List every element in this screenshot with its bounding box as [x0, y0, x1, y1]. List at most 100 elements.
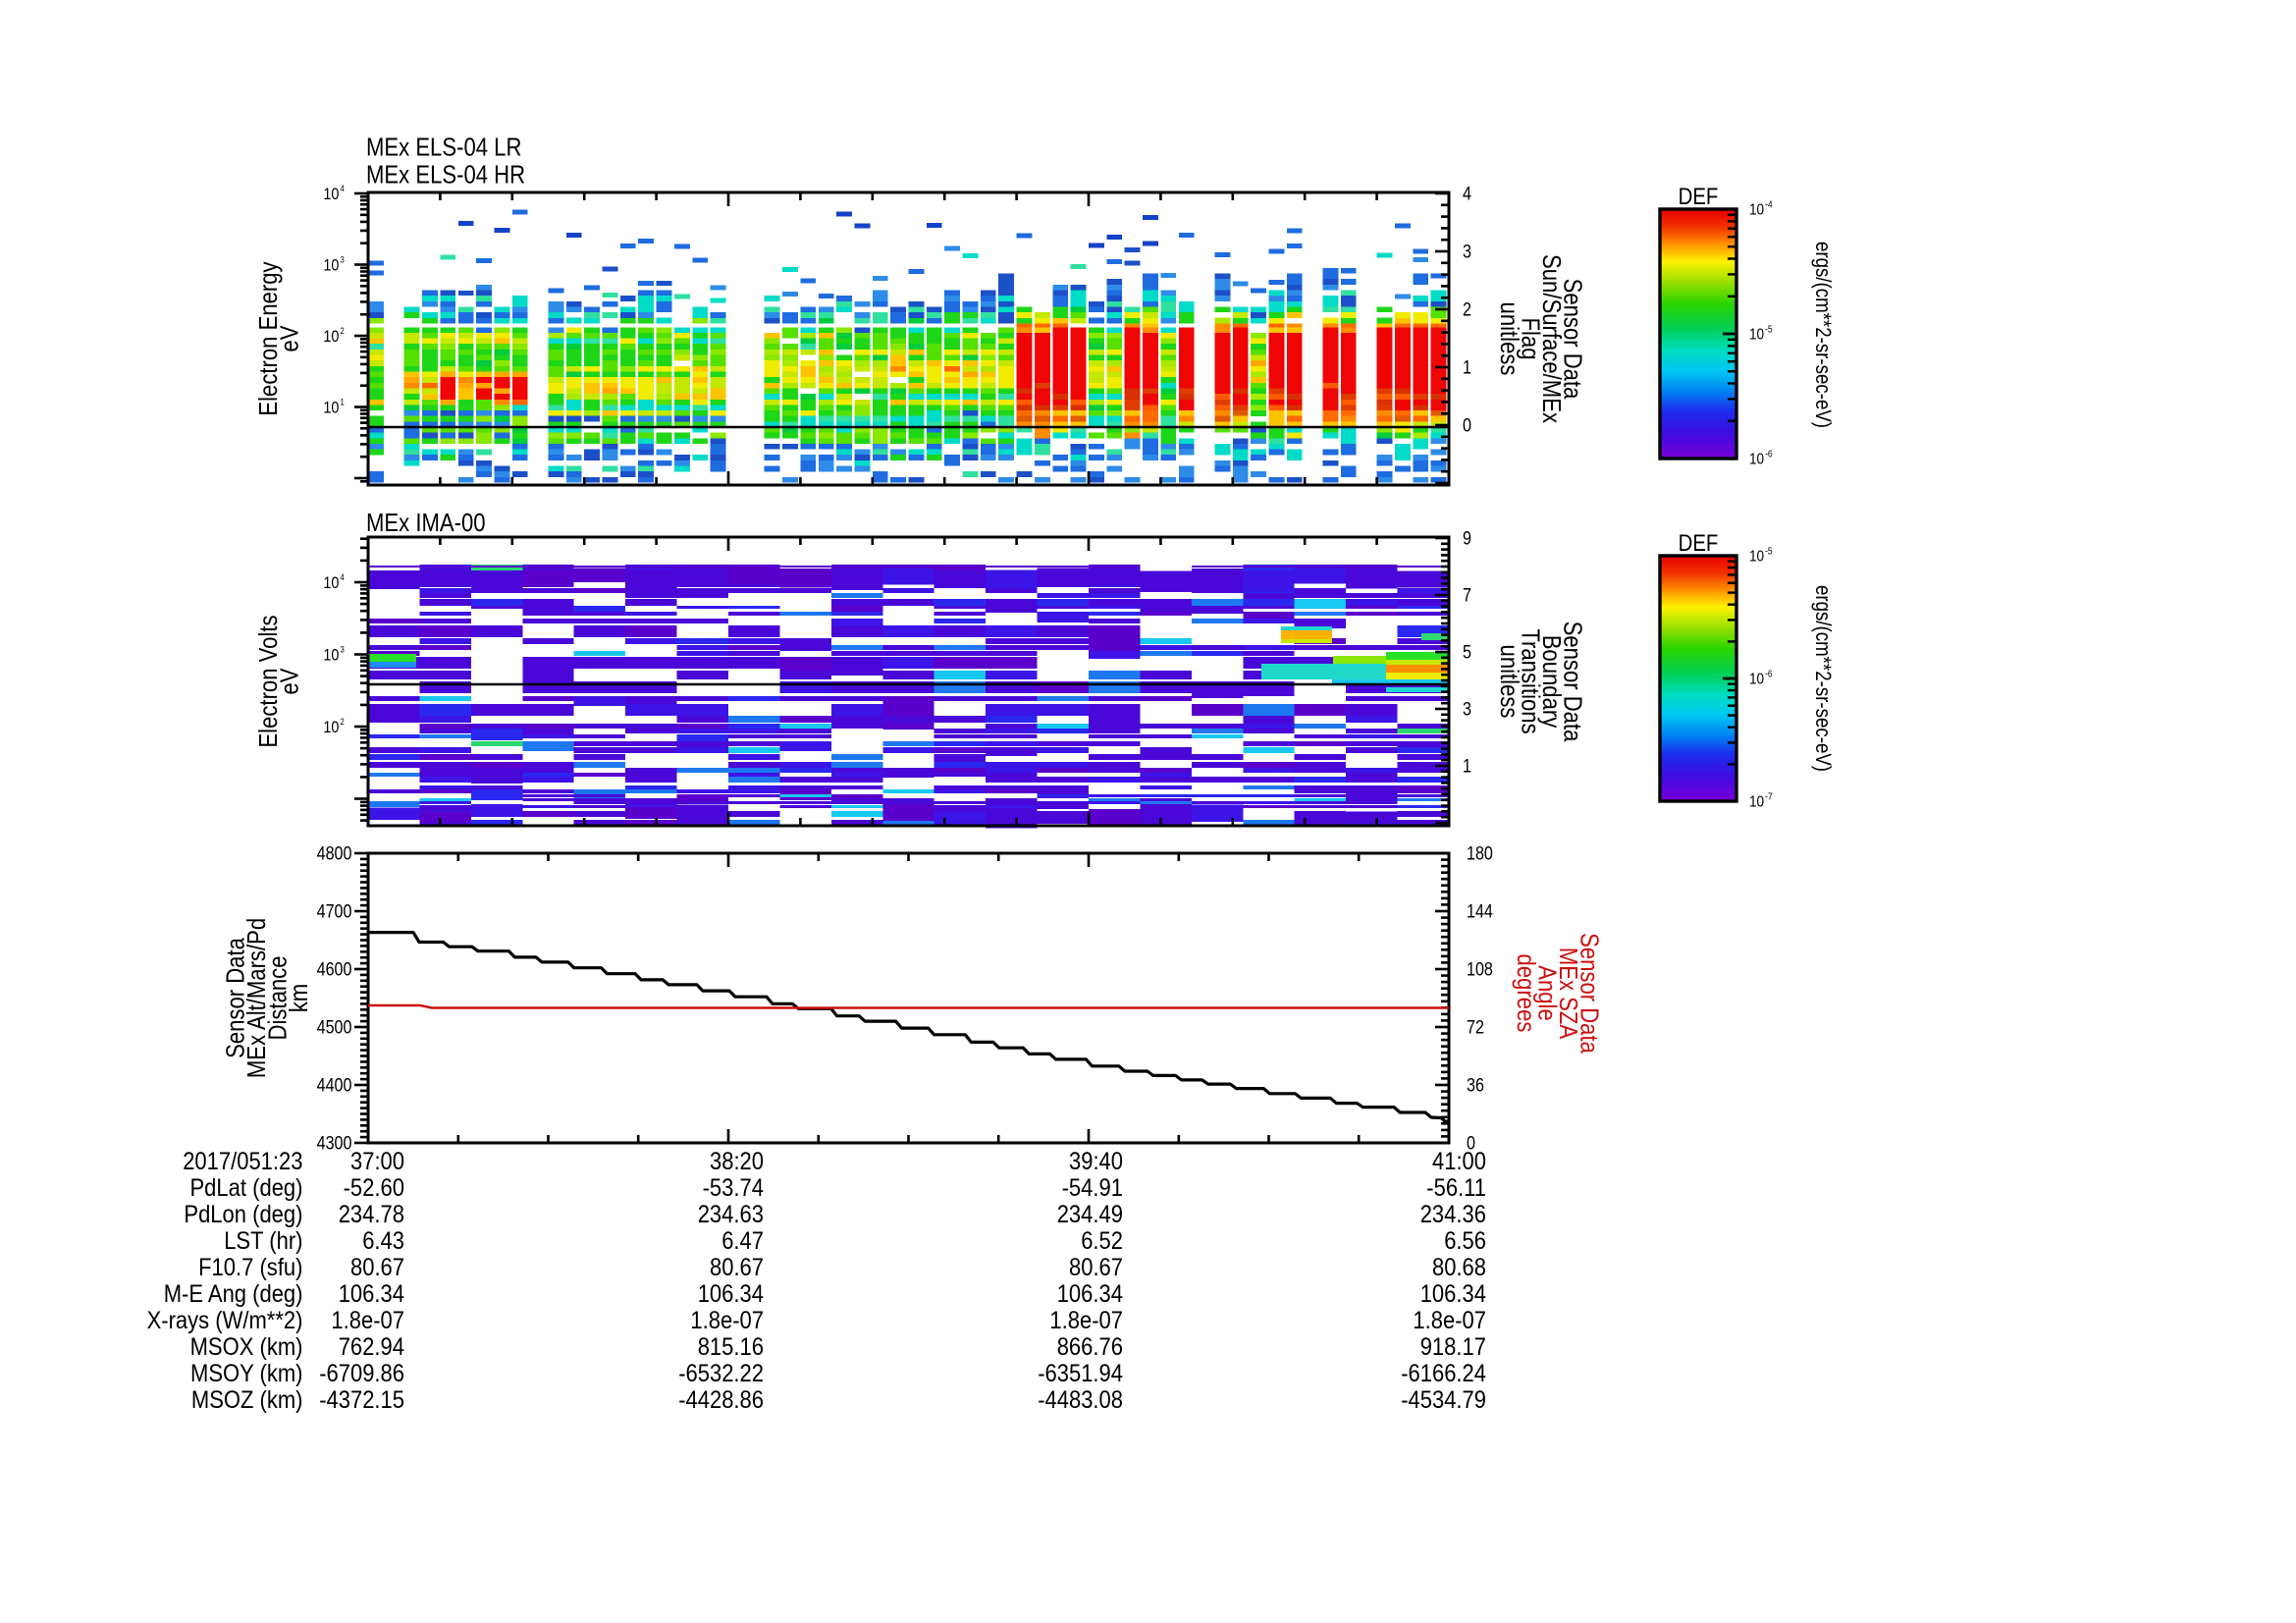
svg-text:Sensor Data: Sensor Data	[1559, 622, 1588, 742]
svg-text:degrees: degrees	[1512, 954, 1541, 1033]
svg-text:-6709.86: -6709.86	[319, 1360, 404, 1387]
svg-text:Sensor Data: Sensor Data	[221, 938, 250, 1058]
svg-text:PdLat (deg): PdLat (deg)	[190, 1174, 303, 1202]
svg-text:4300: 4300	[317, 1134, 352, 1155]
svg-text:Angle: Angle	[1533, 965, 1563, 1021]
svg-text:MEx IMA-00: MEx IMA-00	[366, 508, 486, 537]
svg-text:LST (hr): LST (hr)	[224, 1227, 302, 1255]
svg-text:72: 72	[1467, 1018, 1484, 1039]
svg-text:0: 0	[1467, 1134, 1475, 1155]
svg-text:Boundary: Boundary	[1537, 635, 1567, 729]
svg-text:10: 10	[1749, 672, 1764, 688]
svg-text:4400: 4400	[317, 1076, 352, 1097]
svg-text:unitless: unitless	[1495, 645, 1524, 719]
svg-text:234.63: 234.63	[698, 1201, 764, 1228]
svg-text:37:00: 37:00	[350, 1148, 404, 1175]
svg-text:6.43: 6.43	[362, 1227, 404, 1255]
svg-text:DEF: DEF	[1679, 530, 1719, 557]
svg-text:3: 3	[341, 645, 345, 655]
svg-text:144: 144	[1467, 902, 1493, 923]
svg-text:10: 10	[323, 185, 339, 203]
svg-text:1.8e-07: 1.8e-07	[1413, 1307, 1486, 1334]
svg-text:MSOX (km): MSOX (km)	[190, 1333, 303, 1361]
svg-text:-6166.24: -6166.24	[1401, 1360, 1486, 1387]
svg-text:MEx SZA: MEx SZA	[1554, 947, 1583, 1040]
svg-text:7: 7	[1463, 586, 1471, 607]
svg-text:Electron Volts: Electron Volts	[253, 615, 283, 747]
svg-text:Sun/Surface/MEx: Sun/Surface/MEx	[1537, 254, 1567, 423]
svg-text:80.67: 80.67	[710, 1254, 764, 1281]
svg-text:F10.7 (sfu): F10.7 (sfu)	[198, 1254, 302, 1281]
svg-text:10: 10	[1749, 202, 1764, 219]
svg-text:234.78: 234.78	[339, 1201, 404, 1228]
svg-text:4700: 4700	[317, 902, 352, 923]
svg-text:2017/051:23: 2017/051:23	[183, 1148, 302, 1175]
svg-text:MEx ELS-04 HR: MEx ELS-04 HR	[366, 160, 525, 189]
svg-text:-7: -7	[1765, 792, 1773, 803]
svg-text:10: 10	[323, 646, 339, 665]
svg-text:10: 10	[323, 327, 339, 346]
svg-text:10: 10	[1749, 327, 1764, 344]
svg-text:41:00: 41:00	[1432, 1148, 1486, 1175]
svg-text:762.94: 762.94	[339, 1333, 404, 1361]
svg-text:3: 3	[1463, 700, 1471, 721]
svg-text:4: 4	[341, 184, 345, 193]
svg-text:6.47: 6.47	[721, 1227, 764, 1255]
svg-text:DEF: DEF	[1679, 184, 1719, 210]
svg-text:MEx ELS-04 LR: MEx ELS-04 LR	[366, 133, 521, 162]
svg-text:1: 1	[1463, 757, 1471, 778]
svg-text:180: 180	[1467, 844, 1493, 865]
svg-text:-52.60: -52.60	[344, 1174, 404, 1202]
svg-text:3: 3	[341, 255, 345, 265]
svg-text:234.36: 234.36	[1420, 1201, 1486, 1228]
svg-text:10: 10	[323, 399, 339, 417]
svg-text:unitless: unitless	[1495, 302, 1524, 376]
svg-text:866.76: 866.76	[1057, 1333, 1123, 1361]
svg-text:4800: 4800	[317, 844, 352, 865]
svg-text:106.34: 106.34	[698, 1280, 764, 1308]
svg-text:Transitions: Transitions	[1517, 628, 1546, 733]
svg-text:-54.91: -54.91	[1062, 1174, 1123, 1202]
svg-text:9: 9	[1463, 529, 1471, 550]
svg-text:4: 4	[1463, 185, 1471, 205]
svg-text:3: 3	[1463, 243, 1471, 263]
svg-text:2: 2	[1463, 300, 1471, 321]
svg-text:1.8e-07: 1.8e-07	[331, 1307, 404, 1334]
svg-text:-4372.15: -4372.15	[319, 1386, 404, 1414]
svg-text:1.8e-07: 1.8e-07	[1049, 1307, 1123, 1334]
svg-text:M-E Ang (deg): M-E Ang (deg)	[164, 1280, 303, 1308]
svg-text:eV: eV	[274, 325, 303, 352]
svg-text:-4: -4	[1765, 200, 1773, 211]
svg-text:km: km	[284, 984, 313, 1013]
svg-text:Sensor Data: Sensor Data	[1559, 279, 1588, 400]
svg-text:38:20: 38:20	[710, 1148, 764, 1175]
svg-text:106.34: 106.34	[1420, 1280, 1486, 1308]
svg-text:80.68: 80.68	[1432, 1254, 1486, 1281]
svg-text:36: 36	[1467, 1076, 1484, 1097]
svg-text:10: 10	[323, 573, 339, 592]
svg-text:2: 2	[341, 717, 345, 727]
svg-text:39:40: 39:40	[1069, 1148, 1123, 1175]
svg-text:-6351.94: -6351.94	[1038, 1360, 1123, 1387]
svg-text:-4428.86: -4428.86	[678, 1386, 764, 1414]
svg-text:Electron Energy: Electron Energy	[253, 261, 283, 415]
svg-text:PdLon (deg): PdLon (deg)	[184, 1201, 302, 1228]
svg-text:-6: -6	[1765, 670, 1773, 680]
svg-text:4: 4	[341, 572, 345, 582]
svg-text:80.67: 80.67	[1069, 1254, 1123, 1281]
svg-text:10: 10	[323, 718, 339, 736]
svg-text:106.34: 106.34	[1057, 1280, 1123, 1308]
svg-text:1: 1	[1463, 358, 1471, 379]
svg-text:234.49: 234.49	[1057, 1201, 1123, 1228]
svg-text:eV: eV	[274, 668, 303, 695]
svg-text:10: 10	[323, 256, 339, 275]
svg-text:10: 10	[1749, 794, 1764, 811]
svg-text:-6532.22: -6532.22	[678, 1360, 764, 1387]
svg-text:1.8e-07: 1.8e-07	[690, 1307, 764, 1334]
svg-text:80.67: 80.67	[350, 1254, 404, 1281]
svg-text:10: 10	[1749, 549, 1764, 566]
svg-text:5: 5	[1463, 643, 1471, 664]
svg-text:918.17: 918.17	[1420, 1333, 1486, 1361]
svg-text:MEx Alt/Mars/Pd: MEx Alt/Mars/Pd	[241, 918, 271, 1078]
svg-text:X-rays (W/m**2): X-rays (W/m**2)	[147, 1307, 303, 1334]
